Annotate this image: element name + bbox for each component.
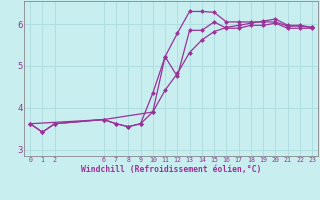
X-axis label: Windchill (Refroidissement éolien,°C): Windchill (Refroidissement éolien,°C) [81, 165, 261, 174]
